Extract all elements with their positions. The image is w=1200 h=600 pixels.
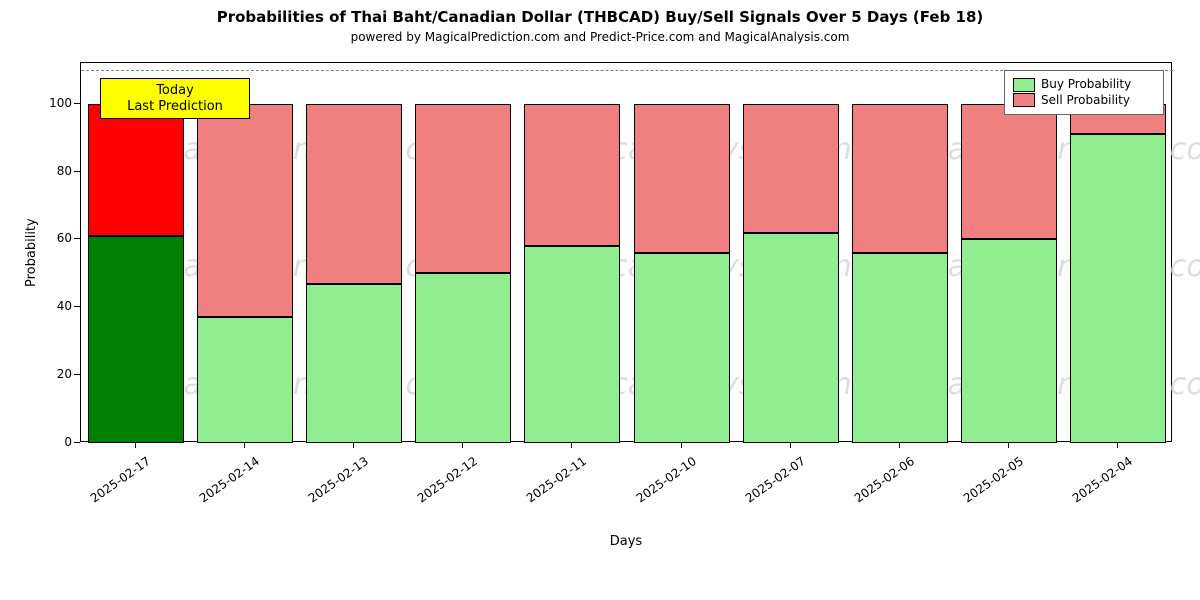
bar-buy xyxy=(961,239,1057,443)
bar-buy xyxy=(197,317,293,443)
legend-item-buy: Buy Probability xyxy=(1013,77,1155,93)
y-tick-label: 0 xyxy=(32,435,72,449)
x-tick xyxy=(353,442,354,448)
y-tick xyxy=(74,374,80,375)
x-tick-label: 2025-02-11 xyxy=(491,454,589,529)
x-tick-label: 2025-02-06 xyxy=(819,454,917,529)
bar-sell xyxy=(306,104,402,284)
x-tick xyxy=(681,442,682,448)
x-tick xyxy=(244,442,245,448)
legend-swatch-buy xyxy=(1013,78,1035,92)
x-tick xyxy=(571,442,572,448)
x-tick-label: 2025-02-17 xyxy=(54,454,152,529)
bar-buy xyxy=(852,253,948,443)
bar-sell xyxy=(961,104,1057,240)
x-tick-label: 2025-02-13 xyxy=(273,454,371,529)
bar-buy xyxy=(743,233,839,443)
bar-buy xyxy=(415,273,511,443)
x-tick-label: 2025-02-07 xyxy=(710,454,808,529)
x-axis-label: Days xyxy=(80,534,1172,549)
annotation-line2: Last Prediction xyxy=(111,99,239,115)
legend-label-buy: Buy Probability xyxy=(1041,77,1131,93)
bar-buy xyxy=(88,236,184,443)
bar-sell xyxy=(743,104,839,233)
y-tick-label: 60 xyxy=(32,231,72,245)
legend: Buy Probability Sell Probability xyxy=(1004,70,1164,115)
legend-label-sell: Sell Probability xyxy=(1041,93,1130,109)
y-tick xyxy=(74,442,80,443)
bar-sell xyxy=(852,104,948,253)
y-tick-label: 100 xyxy=(32,96,72,110)
x-tick xyxy=(135,442,136,448)
legend-item-sell: Sell Probability xyxy=(1013,93,1155,109)
y-tick xyxy=(74,238,80,239)
x-tick-label: 2025-02-05 xyxy=(928,454,1026,529)
y-tick-label: 40 xyxy=(32,299,72,313)
x-tick xyxy=(1117,442,1118,448)
y-axis-label: Probability xyxy=(24,218,39,287)
y-tick xyxy=(74,306,80,307)
bar-sell xyxy=(197,104,293,318)
x-tick xyxy=(899,442,900,448)
y-tick xyxy=(74,171,80,172)
y-tick-label: 20 xyxy=(32,367,72,381)
chart-subtitle: powered by MagicalPrediction.com and Pre… xyxy=(0,30,1200,44)
bar-sell xyxy=(524,104,620,247)
bar-buy xyxy=(524,246,620,443)
x-tick xyxy=(462,442,463,448)
chart-container: Probabilities of Thai Baht/Canadian Doll… xyxy=(0,0,1200,600)
bar-buy xyxy=(306,284,402,443)
chart-title: Probabilities of Thai Baht/Canadian Doll… xyxy=(0,8,1200,26)
bar-sell xyxy=(634,104,730,253)
today-annotation: Today Last Prediction xyxy=(100,78,250,119)
annotation-line1: Today xyxy=(111,83,239,99)
x-tick-label: 2025-02-10 xyxy=(600,454,698,529)
bar-sell xyxy=(415,104,511,274)
y-tick-label: 80 xyxy=(32,164,72,178)
bar-buy xyxy=(634,253,730,443)
x-tick-label: 2025-02-12 xyxy=(382,454,480,529)
legend-swatch-sell xyxy=(1013,93,1035,107)
x-tick-label: 2025-02-04 xyxy=(1037,454,1135,529)
x-tick-label: 2025-02-14 xyxy=(164,454,262,529)
x-tick xyxy=(1008,442,1009,448)
x-tick xyxy=(790,442,791,448)
y-tick xyxy=(74,103,80,104)
bar-buy xyxy=(1070,134,1166,443)
bar-sell xyxy=(88,104,184,236)
